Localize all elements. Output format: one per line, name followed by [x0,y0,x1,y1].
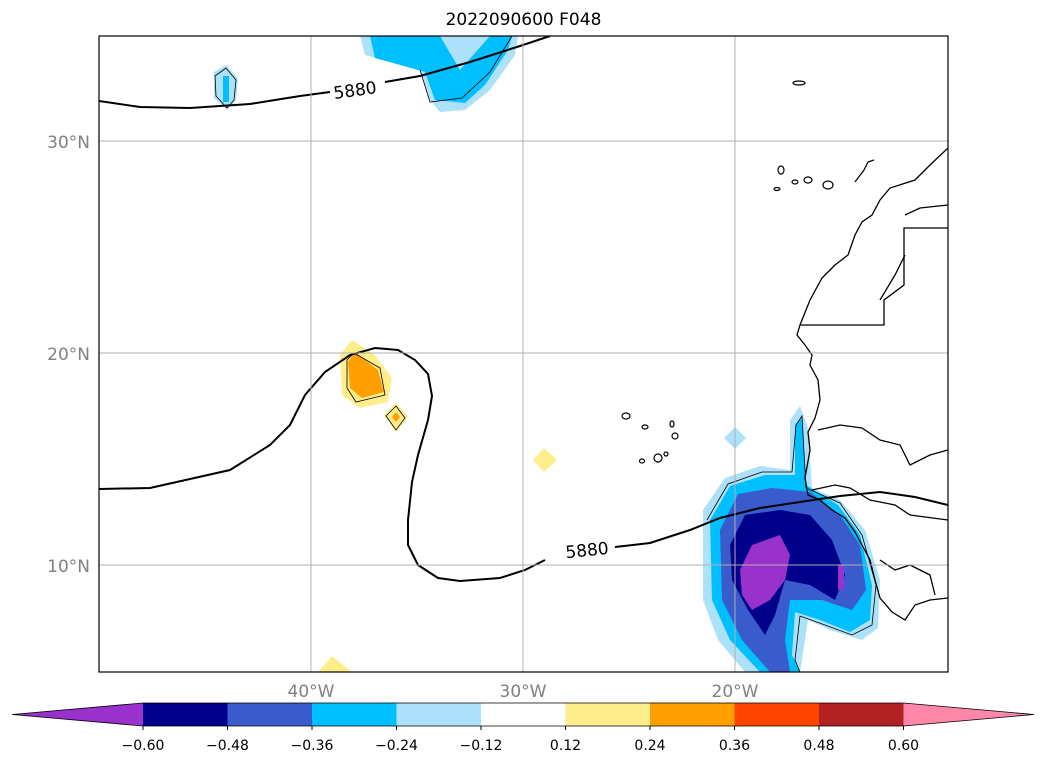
lat-label-10n: 10°N [47,557,90,577]
negative-anomaly-small-core [223,76,229,102]
cape-verde-2 [641,424,649,430]
colorbar-extend-high [903,703,1034,726]
map-title: 2022090600 F048 [445,10,602,30]
contour-5880-north [99,36,551,110]
negative-anomaly-coast-core [838,565,844,590]
colorbar-tick-label: 0.12 [550,738,581,754]
colorbar-segment [650,703,735,726]
colorbar-segment [396,703,482,726]
canary-island-6 [773,186,781,192]
coastline-africa [796,147,948,621]
colorbar-tick-label: 0.24 [634,738,665,754]
colorbar-segment [312,703,397,726]
canary-island-3 [803,176,813,184]
colorbar-tick-label: 0.60 [888,738,919,754]
colorbar-segment [227,703,313,726]
colorbar-tick-label: −0.48 [206,738,249,754]
negative-anomaly-africa-core [740,535,790,610]
border-5 [904,204,948,216]
colorbar-segment [565,703,651,726]
gridlines [99,36,948,672]
colorbar-tick-label: −0.12 [460,738,503,754]
colorbar: −0.60 −0.48 −0.36 −0.24 −0.12 0.12 0.24 0.36 0.4… [11,702,1035,754]
coastlines [796,147,948,621]
colorbar-tick-label: −0.60 [122,738,165,754]
colorbar-segment [143,703,228,726]
contour-label-south: 5880 [565,539,610,563]
lon-label-20w: 20°W [712,682,759,702]
colorbar-tick-label: −0.24 [375,738,418,754]
cape-verde-3 [669,420,675,428]
canary-island-4 [822,180,834,190]
cape-verde-7 [663,451,669,457]
positive-anomaly-center-core [348,352,384,398]
cape-verde-1 [621,412,631,420]
canary-island-1 [777,165,785,175]
positive-anomaly-bottom [318,656,352,672]
border-6 [879,254,906,301]
outline-north [419,36,513,103]
lat-label-20n: 20°N [47,345,90,365]
lon-label-30w: 30°W [500,682,547,702]
border-2 [817,424,948,466]
lat-label-30n: 30°N [47,133,90,153]
azores-island [792,80,806,86]
canary-island-5 [854,159,875,183]
colorbar-segment [819,703,904,726]
cape-verde-5 [638,458,646,464]
colorbar-segment [734,703,820,726]
positive-anomaly-small-1-core [392,412,400,422]
contour-5880 [99,36,948,583]
cape-verde-4 [671,432,679,440]
map-frame [98,35,949,673]
border-3 [811,484,948,521]
cape-verde-6 [653,453,663,463]
anomaly-shading [214,36,880,672]
colorbar-tick-label: −0.36 [291,738,334,754]
border-1 [800,227,948,326]
colorbar-segment [481,703,566,726]
colorbar-tick-label: 0.36 [719,738,750,754]
colorbar-extend-low [12,703,143,726]
contour-5880-south [99,346,948,583]
lon-label-40w: 40°W [288,682,335,702]
positive-anomaly-small-2 [533,448,557,472]
islands [621,80,875,464]
outline-positive-small [385,405,406,431]
outline-small-blob [214,67,237,109]
colorbar-tick-label: 0.48 [803,738,834,754]
canary-island-2 [791,179,799,185]
outline-africa [706,414,877,672]
